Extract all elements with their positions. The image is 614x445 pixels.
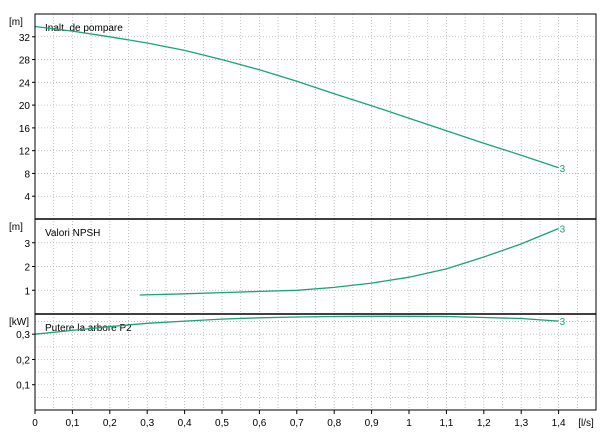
y-tick-label: 24	[19, 78, 31, 89]
x-tick-label: 0,1	[65, 418, 79, 429]
y-tick-label: 2	[24, 263, 30, 274]
x-tick-label: 1,2	[477, 418, 491, 429]
y-tick-label: 20	[19, 101, 31, 112]
y-unit-label: [kW]	[9, 317, 29, 328]
x-tick-label: 0,8	[327, 418, 341, 429]
panel-title: Inalt. de pompare	[45, 23, 123, 34]
series-line	[34, 315, 559, 335]
y-tick-label: 0,2	[16, 355, 30, 366]
vertical-gridlines	[53, 14, 578, 410]
x-tick-label: 0,6	[252, 418, 266, 429]
x-unit-label: [l/s]	[578, 418, 594, 429]
series-line	[139, 227, 559, 296]
x-tick-label: 0,9	[365, 418, 379, 429]
y-tick-label: 1	[24, 286, 30, 297]
curve-label: 3	[560, 317, 566, 328]
x-tick-label: 0,2	[103, 418, 117, 429]
x-tick-label: 0,5	[215, 418, 229, 429]
y-tick-label: 8	[24, 169, 30, 180]
series-line	[34, 25, 559, 169]
y-unit-label: [m]	[9, 222, 23, 233]
x-tick-label: 0,7	[290, 418, 304, 429]
x-tick-label: 1,4	[552, 418, 566, 429]
curve-label: 3	[560, 225, 566, 236]
y-tick-label: 16	[19, 124, 31, 135]
y-tick-label: 4	[24, 192, 30, 203]
x-tick-label: 0	[32, 418, 38, 429]
x-tick-label: 0,3	[140, 418, 154, 429]
y-tick-label: 0,3	[16, 330, 30, 341]
x-axis: 0 0,1 0,2 0,3 0,4 0,5 0,6 0,7 0,8 0,9 1 1,1 1,2 1,3 1,…	[32, 410, 594, 429]
x-tick-label: 0,4	[178, 418, 192, 429]
panel-title: Valori NPSH	[45, 228, 100, 239]
x-tick-label: 1	[406, 418, 412, 429]
curve-label: 3	[560, 164, 566, 175]
x-tick-label: 1,1	[439, 418, 453, 429]
y-tick-label: 28	[19, 56, 31, 67]
panel-head: 4 8 12 16 20 24 28 32 [m] Inalt. de pompare 3	[9, 13, 597, 220]
y-tick-label: 0,1	[16, 381, 30, 392]
y-unit-label: [m]	[9, 17, 23, 28]
y-tick-label: 32	[19, 33, 31, 44]
y-tick-label: 3	[24, 239, 30, 250]
x-tick-label: 1,3	[514, 418, 528, 429]
y-tick-label: 12	[19, 147, 31, 158]
